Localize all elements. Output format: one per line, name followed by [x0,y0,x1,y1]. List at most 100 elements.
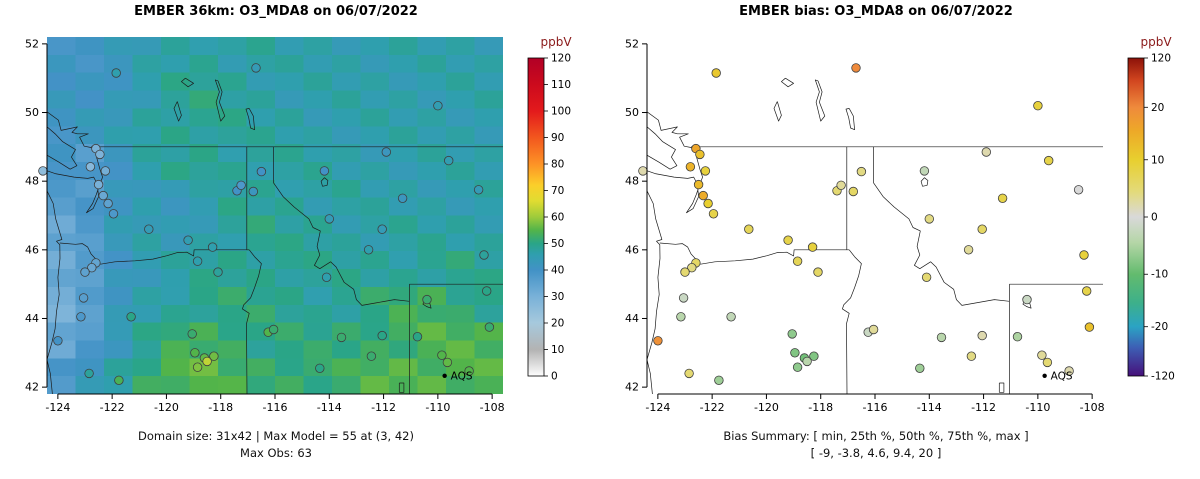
x-tick-label: -122 [100,401,125,414]
colorbar-tick-label: 40 [551,265,564,277]
station-dot [700,166,711,176]
panel-model: EMBER 36km: O3_MDA8 on 06/07/2022 AQS -12… [25,4,572,460]
x-tick-label: -112 [371,401,396,414]
station-dot [464,366,474,376]
y-tick-label: 44 [25,312,39,325]
y-tick-label: 48 [625,175,639,188]
station-dot [268,324,279,335]
station-dot [100,166,111,176]
station-dot [977,224,987,234]
station-dot [98,190,108,201]
station-dot [1042,357,1053,368]
x-tick-label: -112 [971,401,996,414]
station-dot [336,332,347,343]
station-dot [851,63,861,73]
aqs-legend-dot [1042,373,1047,379]
colorbar-tick-label: 120 [1151,53,1171,65]
station-dot [1037,350,1047,360]
station-dot [192,256,203,266]
colorbar-tick-label: 70 [551,185,564,197]
station-dot [963,245,974,255]
station-dot [321,272,332,283]
colorbar: ppbV 0 10 20 30 40 50 60 70 80 90 100 110 120 [527,35,572,383]
stations-layer [638,63,1095,386]
station-dot [76,312,86,322]
x-tick-label: -124 [45,401,70,414]
station-dot [783,235,793,245]
station-dot [997,193,1008,204]
station-dot [684,368,694,379]
colorbar-tick-label: 0 [551,371,558,383]
station-dot [433,100,443,111]
y-tick-label: 52 [25,37,39,50]
x-tick-label: -114 [317,401,342,414]
station-dot [95,149,105,160]
aqs-legend-dot [442,373,447,379]
y-tick-label: 46 [625,243,639,256]
map-boundaries [47,77,503,394]
station-dot [444,155,454,166]
colorbar-tick-label: 110 [551,79,571,91]
boundary-lake_flathead [920,177,929,187]
bias-panel-title: EMBER bias: O3_MDA8 on 06/07/2022 [739,4,1013,19]
station-dot [924,214,935,224]
station-dot [84,368,94,379]
colorbar-tick-label: 60 [551,212,564,224]
bias-map-svg: AQS -124 -122 -120 -118 -116 -114 -112 -110 -108 4… [625,35,1175,414]
station-dot [38,166,48,176]
stations-layer [38,63,495,386]
bias-caption-summary-header: Bias Summary: [ min, 25th %, 50th %, 75t… [723,429,1029,443]
boundary-lake_bear [998,382,1005,393]
colorbar-title: ppbV [540,35,572,49]
station-dot [78,293,89,303]
x-tick-label: -116 [263,401,288,414]
station-dot [678,293,689,303]
colorbar-tick-label: -120 [1151,371,1175,383]
station-dot [87,263,97,273]
colorbar-tick-label: 80 [551,159,564,171]
station-dot [744,224,754,234]
colorbar-tick-label: 10 [1151,154,1164,166]
station-dot [437,350,447,360]
station-dot [966,351,977,361]
colorbar-bar [1127,57,1145,377]
station-dot [213,267,223,277]
x-tick-label: -118 [808,401,833,414]
station-dot [1044,155,1054,166]
station-dot [693,179,704,190]
boundary-or_id_border [842,249,862,394]
colorbar-tick-label: 100 [551,106,571,118]
station-dot [126,312,136,322]
station-dot [209,351,219,361]
station-dot [687,263,697,273]
axes: -124 -122 -120 -118 -116 -114 -112 -110 -108 42 44… [25,37,505,414]
station-dot [377,224,387,234]
station-dot [792,256,803,266]
station-dot [103,198,113,209]
boundary-lake_flathead [320,177,329,187]
station-dot [1022,294,1032,305]
y-tick-label: 42 [25,381,39,394]
y-tick-label: 42 [625,381,639,394]
boundary-or_id_border [242,249,262,394]
x-tick-label: -120 [154,401,179,414]
raster-layer [47,37,503,394]
station-dot [685,162,696,172]
x-tick-label: -110 [425,401,450,414]
boundary-lake_arrow [814,79,826,122]
station-dot [202,356,212,367]
colorbar-tick-label: 90 [551,132,564,144]
station-dot [708,209,719,219]
station-dot [192,362,203,372]
colorbar-tick-label: -10 [1151,269,1168,281]
colorbar-tick-label: 20 [551,318,564,330]
station-dot [809,351,819,361]
station-dot [315,363,325,374]
y-tick-label: 48 [25,175,39,188]
station-dot [412,332,423,342]
aqs-legend-label: AQS [1051,370,1073,382]
x-tick-label: -120 [754,401,779,414]
station-dot [695,149,705,160]
station-dot [111,68,121,78]
